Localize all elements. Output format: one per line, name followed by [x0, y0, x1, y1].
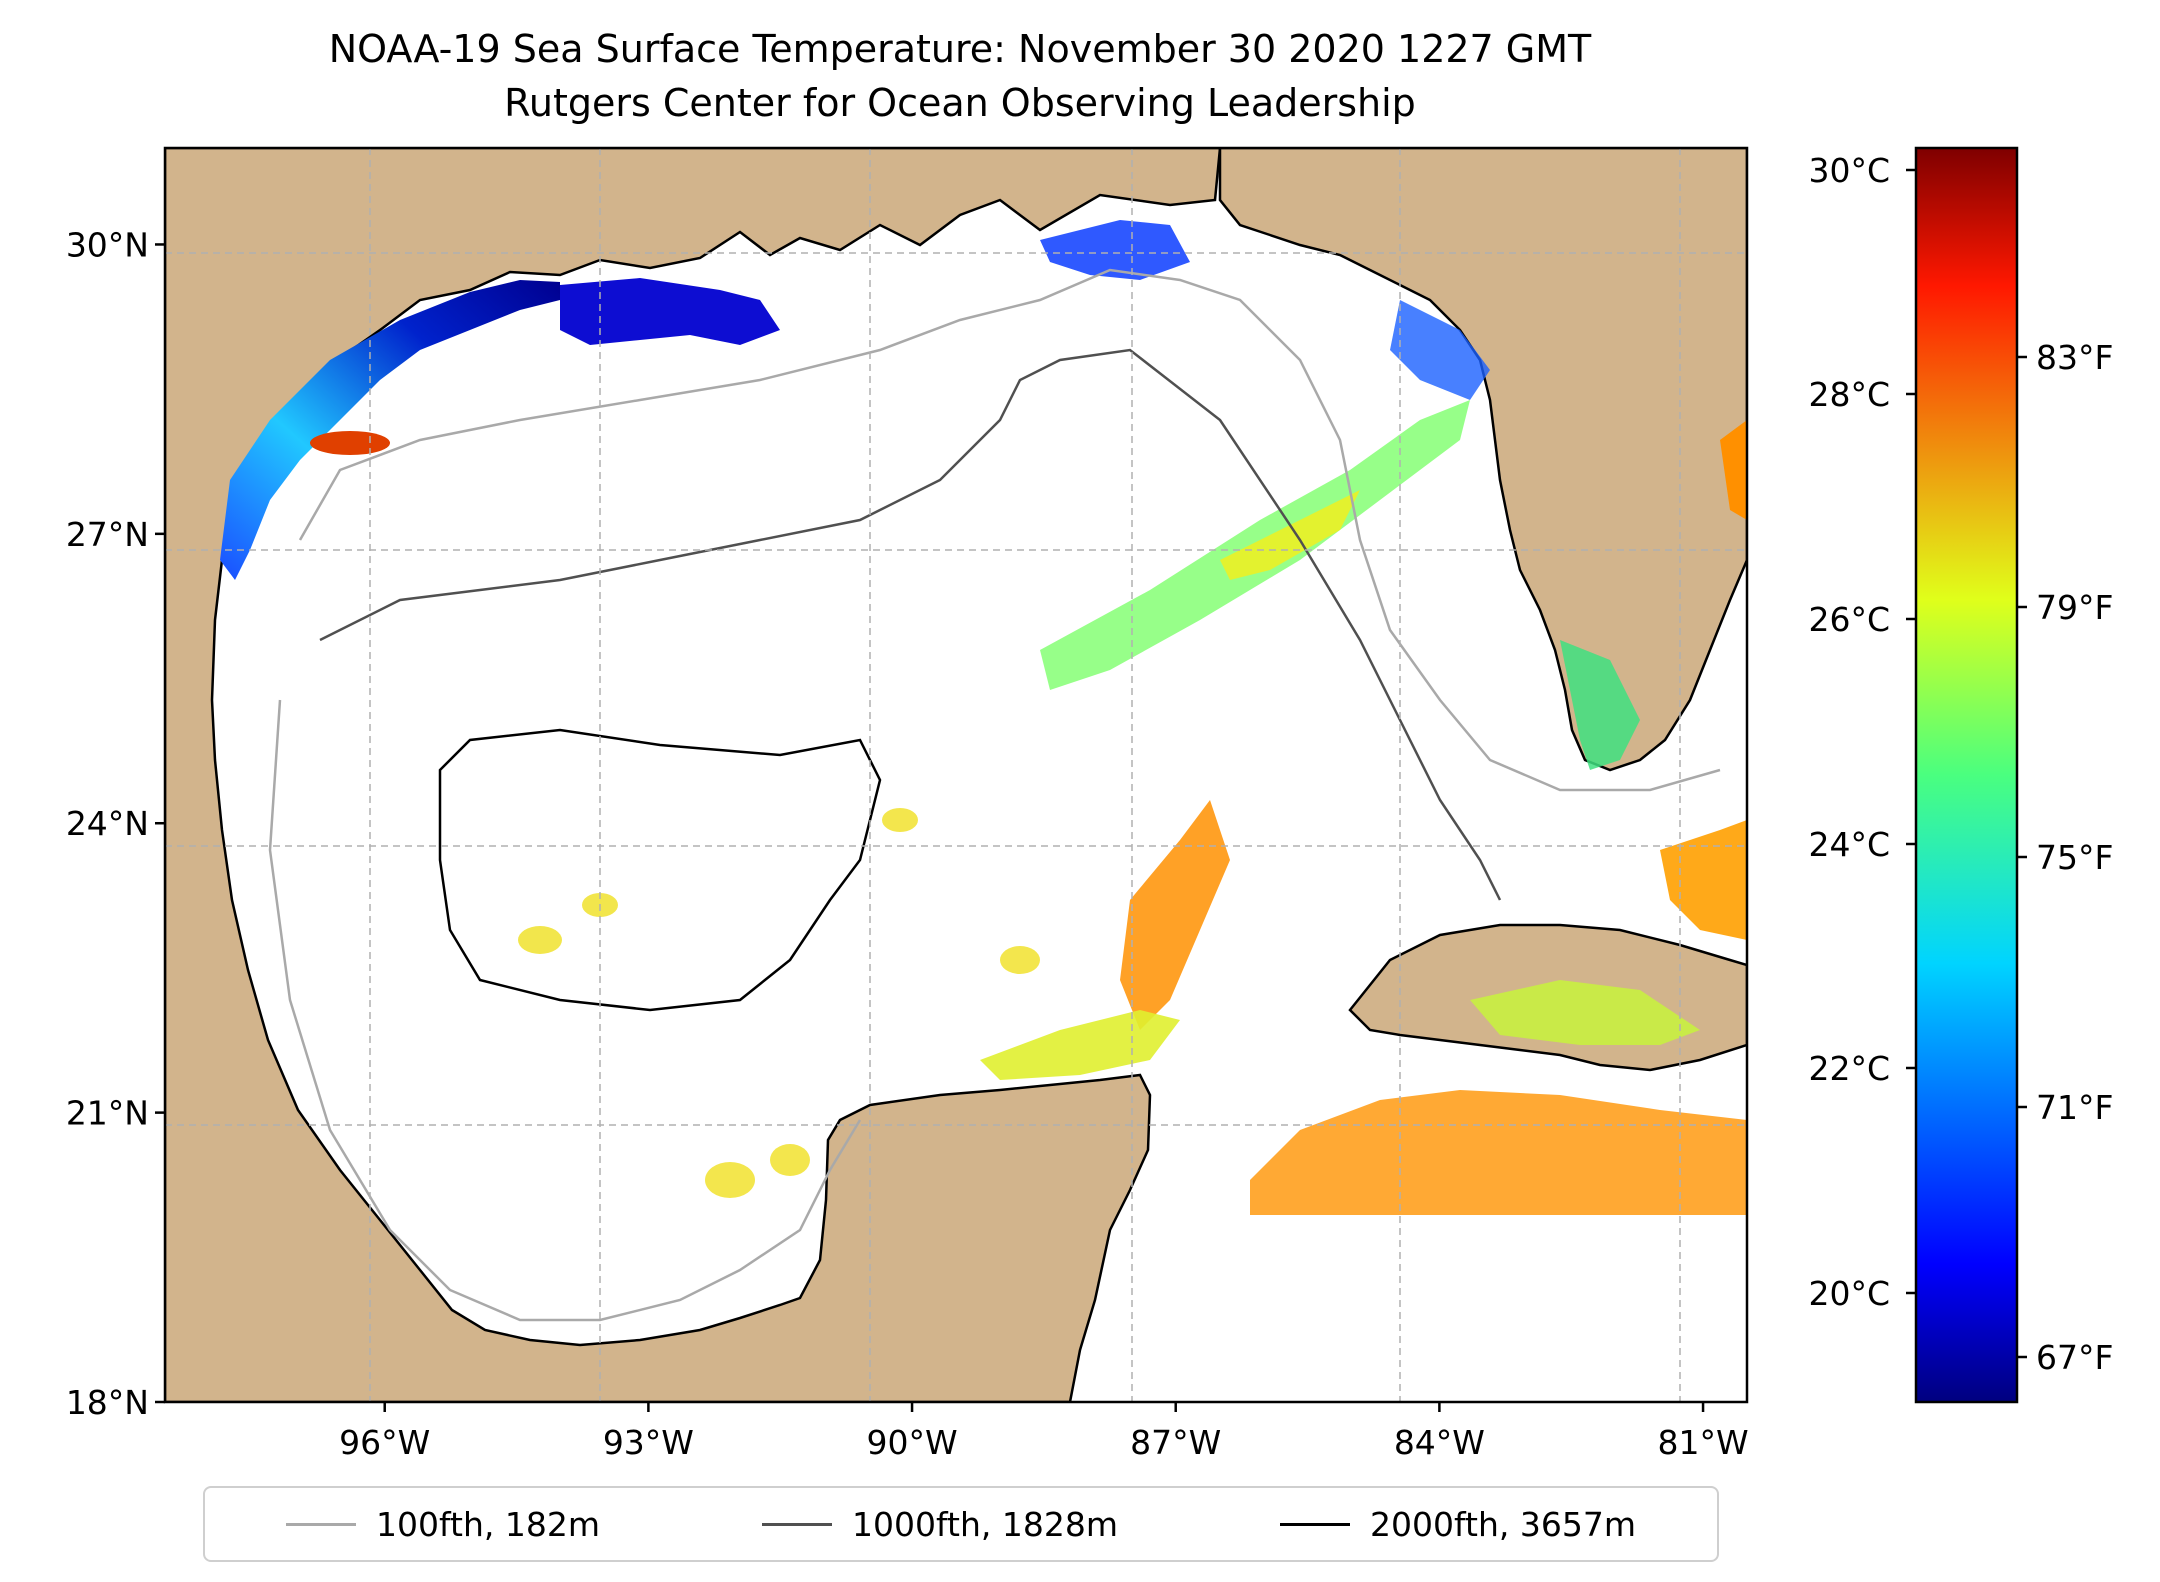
- map-frame: [163, 146, 1749, 1404]
- colorbar-f-label: 83°F: [2036, 338, 2113, 377]
- atlantic-warm-north: [1720, 420, 1747, 520]
- contour-100fth-west: [268, 699, 862, 1322]
- lat-tick-label: 30°N: [66, 225, 149, 264]
- sst-data: [220, 220, 1747, 1215]
- lon-tick-label: 87°W: [1130, 1423, 1221, 1462]
- lon-tick-label: 90°W: [866, 1423, 957, 1462]
- colorbar-c-label: 22°C: [1808, 1049, 1890, 1088]
- contour-100fth: [298, 268, 1721, 792]
- florida-keys-water: [1560, 640, 1640, 770]
- colorbar-f-label: 75°F: [2036, 838, 2113, 877]
- legend-swatch-100fth: [286, 1522, 356, 1526]
- warm-spot: [310, 431, 390, 455]
- colorbar-c-label: 20°C: [1808, 1274, 1890, 1313]
- colorbar-celsius-axis: 20°C 22°C 24°C 26°C 28°C 30°C: [1808, 151, 1916, 1313]
- colorbar-c-label: 28°C: [1808, 375, 1890, 414]
- lat-tick-label: 27°N: [66, 515, 149, 554]
- lon-tick-label: 93°W: [603, 1423, 694, 1462]
- legend-label-2000fth: 2000fth, 3657m: [1369, 1504, 1636, 1544]
- cold-coastal-water: [220, 280, 560, 580]
- legend-label-100fth: 100fth, 182m: [376, 1504, 600, 1544]
- legend-item-1000fth: 1000fth, 1828m: [762, 1505, 1118, 1544]
- atlantic-warm: [1660, 820, 1747, 940]
- lon-tick-label: 81°W: [1657, 1423, 1748, 1462]
- lon-tick-label: 96°W: [339, 1423, 430, 1462]
- legend-item-2000fth: 2000fth, 3657m: [1279, 1504, 1636, 1544]
- legend: 100fth, 182m 1000fth, 1828m 2000fth, 365…: [203, 1486, 1719, 1562]
- chart-subtitle: Rutgers Center for Ocean Observing Leade…: [504, 81, 1416, 125]
- bathymetry-contours: [268, 268, 1721, 1322]
- legend-label-1000fth: 1000fth, 1828m: [852, 1504, 1118, 1544]
- colorbar-f-label: 67°F: [2036, 1338, 2113, 1377]
- lon-tick-label: 84°W: [1394, 1423, 1485, 1462]
- caribbean-warm: [1250, 1090, 1747, 1215]
- colorbar-f-label: 71°F: [2036, 1088, 2113, 1127]
- loop-current-warm: [1120, 800, 1230, 1030]
- colorbar: [1914, 146, 2019, 1404]
- lat-tick-label: 21°N: [66, 1094, 149, 1133]
- colorbar-fahrenheit-axis: 67°F 71°F 75°F 79°F 83°F: [2017, 338, 2113, 1377]
- cuba-north-water: [1470, 980, 1700, 1045]
- colorbar-c-label: 26°C: [1808, 600, 1890, 639]
- cold-patch-mississippi: [1040, 220, 1190, 280]
- map-area: [165, 148, 1747, 1402]
- colorbar-f-label: 79°F: [2036, 588, 2113, 627]
- latitude-axis: 18°N 21°N 24°N 27°N 30°N: [66, 225, 165, 1422]
- colorbar-c-label: 30°C: [1808, 151, 1890, 190]
- colorbar-c-label: 24°C: [1808, 825, 1890, 864]
- contour-2000fth: [438, 728, 882, 1012]
- cold-shelf-water: [560, 278, 780, 345]
- legend-swatch-2000fth: [1279, 1522, 1350, 1526]
- lat-tick-label: 24°N: [66, 804, 149, 843]
- legend-swatch-1000fth: [762, 1522, 832, 1526]
- contour-1000fth: [319, 348, 1502, 901]
- cold-patch-bigbend: [1390, 300, 1490, 400]
- chart-title: NOAA-19 Sea Surface Temperature: Novembe…: [328, 27, 1592, 71]
- yucatan-water: [980, 1010, 1180, 1080]
- warm-streak: [1220, 490, 1360, 580]
- legend-item-100fth: 100fth, 182m: [286, 1505, 600, 1544]
- lat-tick-label: 18°N: [66, 1383, 149, 1422]
- longitude-axis: 96°W 93°W 90°W 87°W 84°W 81°W: [339, 1402, 1749, 1462]
- gridlines: [165, 148, 1747, 1402]
